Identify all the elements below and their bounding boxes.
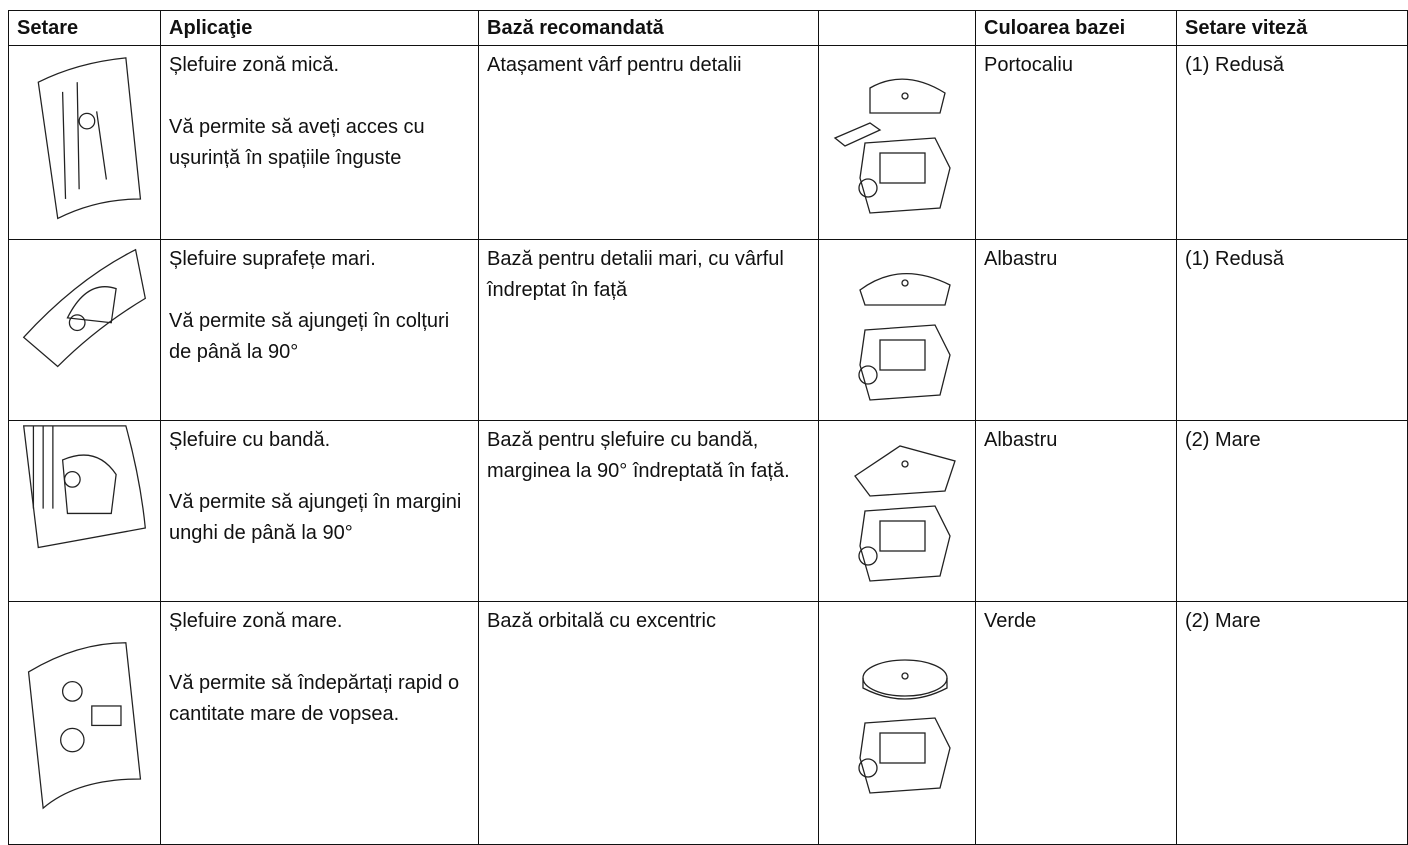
drawing-stroke <box>61 81 108 199</box>
drawing-stroke <box>32 425 54 509</box>
application-text: Vă permite să ajungeți în colțuri de pân… <box>169 310 450 363</box>
base-drawing <box>833 78 951 214</box>
application-cell: Șlefuire cu bandă. Vă permite să ajungeți… <box>160 420 479 602</box>
drawing-stroke <box>878 339 926 371</box>
header-row: Setare Aplicaţie Bază recomandată Culoar… <box>8 10 1408 46</box>
table-row: Șlefuire zonă mare. Vă permite să îndepăr… <box>8 601 1408 845</box>
base-drawing <box>857 659 951 794</box>
base-drawing <box>857 272 951 401</box>
drawing-stroke <box>37 56 142 219</box>
drawing-stroke <box>861 678 948 700</box>
base-cell: Bază pentru șlefuire cu bandă, marginea … <box>478 420 819 602</box>
base-drawing <box>853 445 956 582</box>
drawing-stroke <box>858 505 951 582</box>
base-image-cell <box>818 601 976 845</box>
scene-cell <box>8 601 161 845</box>
table-row: Șlefuire zonă mică. Vă permite să aveți a… <box>8 45 1408 240</box>
drawing-stroke <box>63 470 81 488</box>
base-image-cell <box>818 420 976 602</box>
speed-cell: (2) Mare <box>1176 601 1408 845</box>
scene-drawing <box>22 248 147 368</box>
table-body: Șlefuire zonă mică. Vă permite să aveți a… <box>8 45 1408 845</box>
page: Setare Aplicaţie Bază recomandată Culoar… <box>8 10 1408 845</box>
application-cell: Șlefuire zonă mică. Vă permite să aveți a… <box>160 45 479 240</box>
settings-table: Setare Aplicaţie Bază recomandată Culoar… <box>8 10 1408 845</box>
drawing-stroke <box>27 642 142 810</box>
header-cell: Setare <box>8 10 161 46</box>
drawing-stroke <box>22 425 146 549</box>
application-text: Vă permite să îndepărtați rapid o cantit… <box>169 672 460 725</box>
color-cell: Portocaliu <box>975 45 1177 240</box>
application-text: Vă permite să aveți acces cu ușurință în… <box>169 116 425 169</box>
drawing-stroke <box>900 279 909 287</box>
table-row: Șlefuire cu bandă. Vă permite să ajungeți… <box>8 420 1408 602</box>
application-text: Șlefuire cu bandă. <box>169 429 331 451</box>
color-cell: Albastru <box>975 239 1177 421</box>
drawing-stroke <box>78 112 96 130</box>
header-cell: Bază recomandată <box>478 10 819 46</box>
base-cell: Atașament vârf pentru detalii <box>478 45 819 240</box>
drawing-stroke <box>878 520 926 552</box>
header-cell: Setare viteză <box>1176 10 1408 46</box>
drawing-stroke <box>61 681 83 702</box>
drawing-stroke <box>868 78 946 114</box>
base-image-cell <box>818 239 976 421</box>
scene-cell <box>8 45 161 240</box>
speed-cell: (1) Redusă <box>1176 45 1408 240</box>
drawing-stroke <box>900 91 909 100</box>
drawing-stroke <box>861 659 948 697</box>
header-cell <box>818 10 976 46</box>
speed-cell: (1) Redusă <box>1176 239 1408 421</box>
table-row: Șlefuire suprafețe mari. Vă permite să aj… <box>8 239 1408 421</box>
drawing-stroke <box>61 454 117 515</box>
drawing-stroke <box>60 727 85 753</box>
base-image-cell <box>818 45 976 240</box>
drawing-stroke <box>858 136 951 214</box>
scene-cell <box>8 420 161 602</box>
drawing-stroke <box>858 717 951 794</box>
application-text: Vă permite să ajungeți în margini unghi … <box>169 491 462 544</box>
drawing-stroke <box>900 460 909 468</box>
drawing-stroke <box>857 758 878 778</box>
color-cell: Verde <box>975 601 1177 845</box>
scene-drawing <box>27 642 142 810</box>
speed-cell: (2) Mare <box>1176 420 1408 602</box>
drawing-stroke <box>858 324 951 401</box>
scene-drawing <box>37 56 142 219</box>
application-text: Șlefuire suprafețe mari. <box>169 248 376 270</box>
scene-cell <box>8 239 161 421</box>
drawing-stroke <box>22 248 147 368</box>
drawing-stroke <box>857 177 878 198</box>
drawing-stroke <box>900 672 909 680</box>
drawing-stroke <box>91 705 122 727</box>
drawing-stroke <box>833 121 881 147</box>
drawing-stroke <box>857 546 878 566</box>
drawing-stroke <box>878 732 926 764</box>
application-text: Șlefuire zonă mare. <box>169 610 343 632</box>
header-cell: Culoarea bazei <box>975 10 1177 46</box>
base-cell: Bază orbitală cu excentric <box>478 601 819 845</box>
drawing-stroke <box>878 151 926 184</box>
color-cell: Albastru <box>975 420 1177 602</box>
application-cell: Șlefuire zonă mare. Vă permite să îndepăr… <box>160 601 479 845</box>
header-cell: Aplicaţie <box>160 10 479 46</box>
drawing-stroke <box>858 272 951 306</box>
application-cell: Șlefuire suprafețe mari. Vă permite să aj… <box>160 239 479 421</box>
drawing-stroke <box>66 286 117 324</box>
base-cell: Bază pentru detalii mari, cu vârful îndr… <box>478 239 819 421</box>
drawing-stroke <box>857 365 878 385</box>
application-text: Șlefuire zonă mică. <box>169 54 340 76</box>
drawing-stroke <box>853 445 956 497</box>
scene-drawing <box>22 425 146 549</box>
drawing-stroke <box>68 314 86 332</box>
